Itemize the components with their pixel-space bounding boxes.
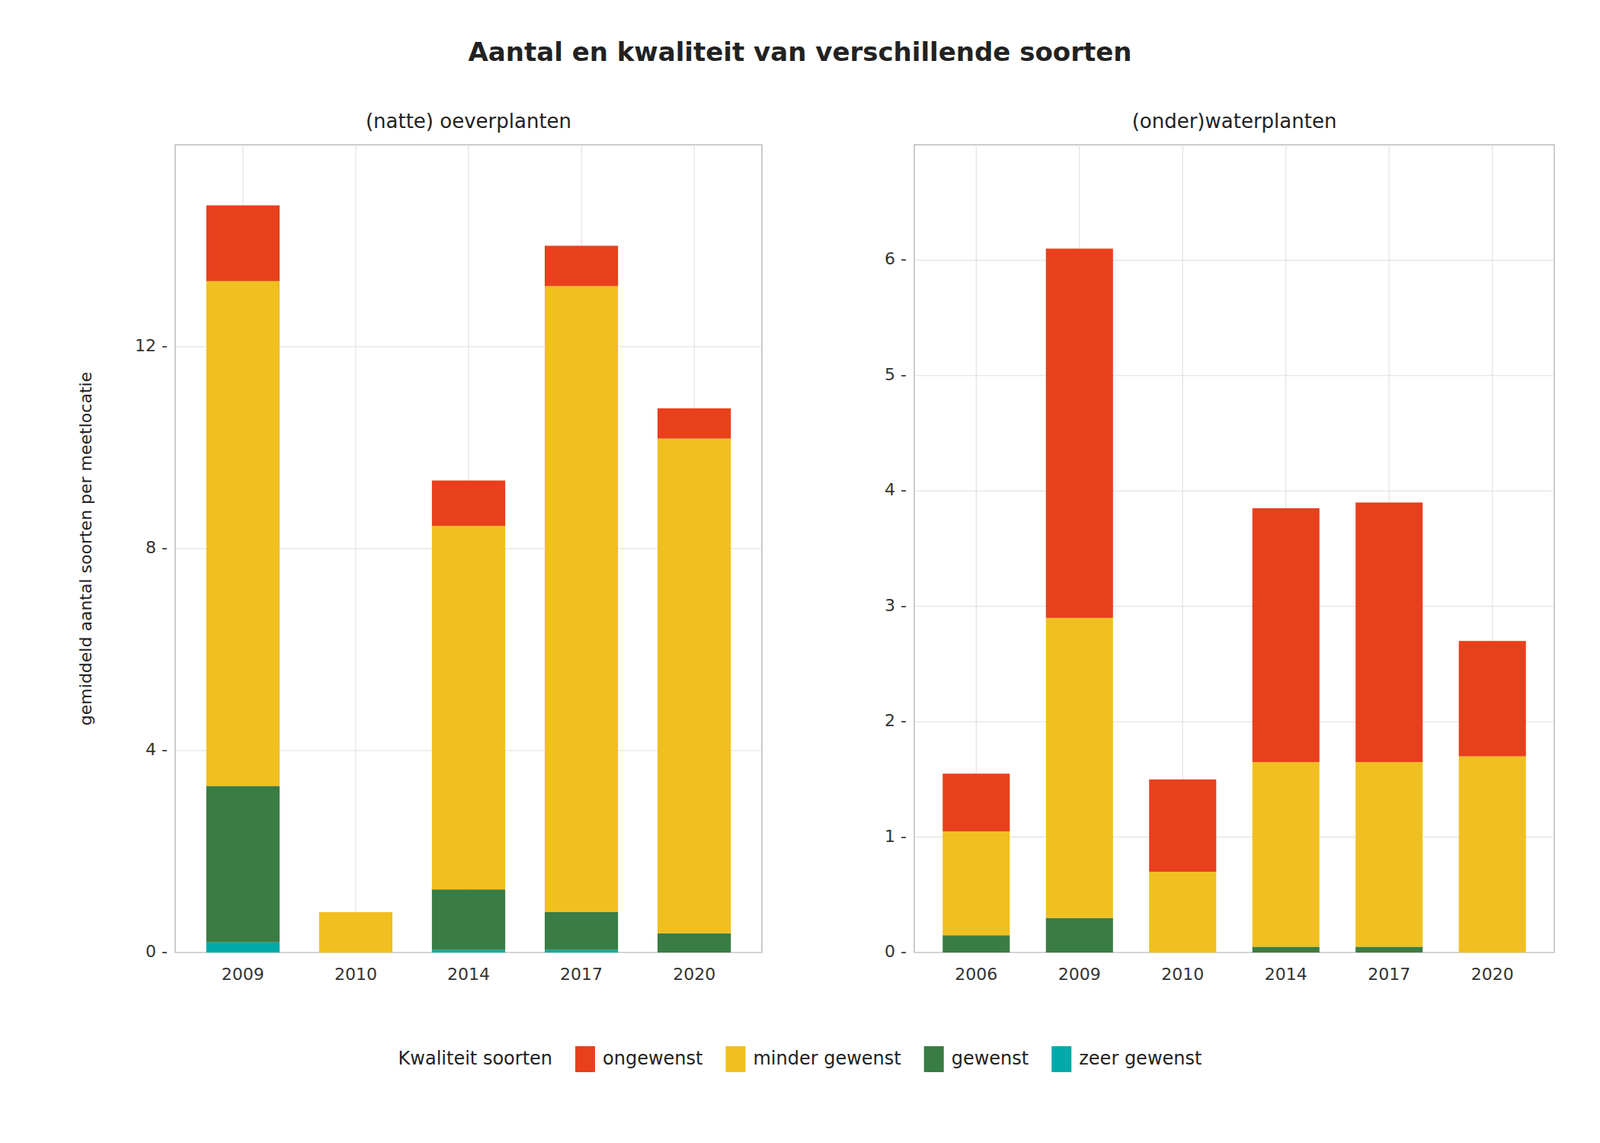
panel-title: (onder)waterplanten xyxy=(1132,109,1338,133)
y-tick-label: 4 - xyxy=(145,739,168,759)
panel: 0 - 4 - 8 - 12 - 2009 2010 2014 2017 2020 (natte)… xyxy=(76,109,762,984)
bar-segment xyxy=(1252,761,1320,947)
panel-title: (natte) oeverplanten xyxy=(365,109,572,133)
legend-label: ongewenst xyxy=(602,1047,703,1069)
bar-segment xyxy=(206,281,280,787)
x-tick-label: 2009 xyxy=(221,964,265,984)
legend-swatch xyxy=(725,1046,746,1072)
bar-segment xyxy=(1355,946,1423,953)
legend-title: Kwaliteit soorten xyxy=(398,1047,553,1069)
panel: 0 - 1 - 2 - 3 - 4 - 5 - 6 - 2006 2009 2010 2014 201… xyxy=(884,109,1555,984)
bar-segment xyxy=(544,950,618,953)
grid-line xyxy=(914,259,1555,261)
grid-line xyxy=(914,605,1555,607)
bar-segment xyxy=(1252,508,1320,762)
bar-segment xyxy=(1459,640,1527,756)
y-tick-label: 0 - xyxy=(884,941,907,961)
bar-segment xyxy=(432,889,506,951)
bar-segment xyxy=(1459,756,1527,953)
bar-segment xyxy=(206,205,280,282)
bar-segment xyxy=(1148,871,1216,953)
x-tick-label: 2020 xyxy=(1471,964,1514,984)
bar-segment xyxy=(942,773,1010,832)
x-tick-label: 2020 xyxy=(672,964,716,984)
y-tick-label: 4 - xyxy=(884,480,907,500)
grid-line xyxy=(914,836,1555,838)
bar-segment xyxy=(432,480,506,527)
bar-segment xyxy=(657,438,731,934)
y-tick-label: 5 - xyxy=(884,364,907,384)
grid-line xyxy=(355,144,356,953)
y-tick-label: 3 - xyxy=(884,595,907,615)
bar-segment xyxy=(1046,617,1114,919)
y-tick-label: 6 - xyxy=(884,249,907,269)
bar-segment xyxy=(206,942,280,953)
bar-segment xyxy=(942,934,1010,953)
bar-segment xyxy=(657,933,731,953)
bar-segment xyxy=(1046,248,1114,618)
x-tick-label: 2010 xyxy=(334,964,378,984)
legend-label: gewenst xyxy=(951,1047,1030,1069)
x-tick-label: 2009 xyxy=(1058,964,1101,984)
chart-title: Aantal en kwaliteit van verschillende so… xyxy=(467,36,1132,68)
x-tick-label: 2017 xyxy=(560,964,603,984)
y-axis-label: gemiddeld aantal soorten per meetlocatie xyxy=(76,371,96,726)
grid-line xyxy=(914,374,1555,376)
x-tick-label: 2017 xyxy=(1367,964,1411,984)
x-tick-label: 2010 xyxy=(1161,964,1204,984)
bar-segment xyxy=(1355,502,1423,762)
legend: Kwaliteit soorten ongewenst minder gewenst… xyxy=(398,1046,1203,1072)
grid-line xyxy=(914,490,1555,492)
bar-segment xyxy=(544,912,618,951)
grid-line xyxy=(914,721,1555,723)
legend-swatch xyxy=(1051,1046,1072,1072)
plot-frame xyxy=(914,144,1555,953)
bars xyxy=(206,205,732,954)
bar-segment xyxy=(319,912,393,913)
x-tick-label: 2014 xyxy=(1264,964,1308,984)
legend-swatch xyxy=(575,1046,596,1072)
bar-segment xyxy=(1046,918,1114,953)
bars xyxy=(942,248,1526,953)
bar-segment xyxy=(319,912,393,953)
x-tick-label: 2014 xyxy=(447,964,490,984)
legend-label: zeer gewenst xyxy=(1078,1047,1202,1069)
plot-frame xyxy=(175,144,762,953)
bar-segment xyxy=(544,246,618,287)
y-tick-label: 2 - xyxy=(884,710,907,730)
bar-segment xyxy=(544,286,618,913)
bar-segment xyxy=(1355,761,1423,947)
bar-segment xyxy=(432,525,506,890)
y-tick-label: 12 - xyxy=(134,336,168,356)
bar-segment xyxy=(942,831,1010,935)
bar-segment xyxy=(1252,946,1320,953)
y-tick-label: 0 - xyxy=(145,941,168,961)
bar-segment xyxy=(432,950,506,953)
bar-segment xyxy=(206,785,280,942)
chart-root: Aantal en kwaliteit van verschillende so… xyxy=(0,0,1600,1143)
legend-swatch xyxy=(924,1046,944,1072)
bar-segment xyxy=(1148,779,1216,872)
bar-segment xyxy=(657,408,731,439)
y-tick-label: 1 - xyxy=(884,826,907,846)
grid-line xyxy=(914,952,1555,954)
y-tick-label: 8 - xyxy=(145,537,168,557)
x-tick-label: 2006 xyxy=(954,964,998,984)
legend-label: minder gewenst xyxy=(752,1047,901,1069)
